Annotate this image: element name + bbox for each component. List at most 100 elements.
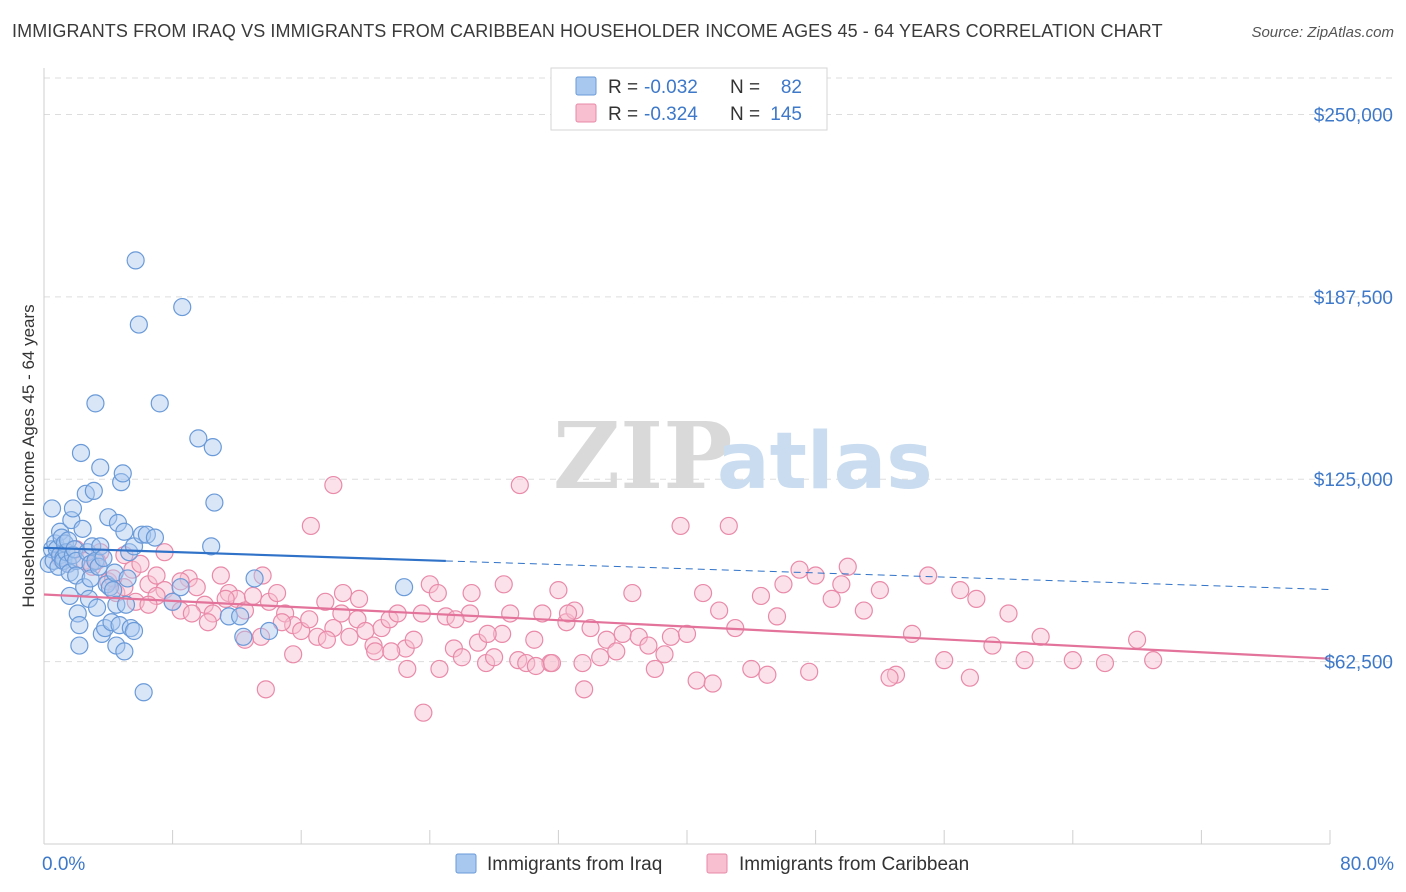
caribbean-point [671, 516, 690, 536]
caribbean-point [235, 601, 255, 620]
caribbean-point [710, 601, 729, 620]
iraq-point [115, 642, 134, 661]
caribbean-point [332, 604, 351, 623]
caribbean-points [50, 475, 1163, 722]
caribbean-point [446, 610, 465, 629]
iraq-point [100, 578, 120, 597]
caribbean-point [485, 648, 504, 667]
axes [43, 68, 1331, 845]
iraq-point [70, 616, 89, 635]
source-label: Source: ZipAtlas.com [1251, 24, 1394, 41]
caribbean-point [171, 572, 190, 591]
iraq-point [173, 297, 192, 317]
caribbean-point [623, 583, 642, 603]
series-legend: Immigrants from Iraq Immigrants from Car… [455, 853, 969, 875]
caribbean-point [243, 586, 263, 606]
watermark-zip: ZIP [553, 402, 732, 510]
caribbean-point [284, 645, 303, 664]
watermark-atlas: atlas [717, 417, 933, 507]
caribbean-point [147, 566, 166, 585]
iraq-point [189, 429, 208, 448]
iraq-point [124, 621, 144, 641]
caribbean-point [919, 566, 938, 585]
caribbean-point [742, 659, 761, 679]
iraq-point [129, 315, 148, 334]
caribbean-point [790, 560, 809, 579]
legend-r-value-caribbean: -0.324 [644, 104, 698, 125]
caribbean-point [493, 624, 512, 643]
caribbean-point [333, 583, 353, 603]
bottom-legend-label-caribbean: Immigrants from Caribbean [739, 854, 969, 875]
caribbean-point [687, 671, 706, 690]
caribbean-point [800, 662, 819, 681]
iraq-point [231, 607, 250, 626]
caribbean-point [510, 475, 529, 495]
caribbean-point [575, 680, 594, 699]
caribbean-point [428, 583, 447, 603]
caribbean-point [404, 630, 423, 649]
caribbean-point [639, 636, 658, 655]
caribbean-point [902, 624, 922, 643]
caribbean-point [235, 630, 255, 649]
iraq-point [205, 493, 224, 512]
caribbean-point [719, 516, 738, 536]
caribbean-point [1031, 627, 1050, 646]
caribbean-point [501, 604, 520, 623]
caribbean-point [267, 583, 287, 603]
caribbean-point [677, 624, 697, 643]
caribbean-point [382, 642, 401, 661]
caribbean-point [187, 578, 206, 597]
iraq-point [118, 569, 137, 588]
bottom-legend-label-iraq: Immigrants from Iraq [487, 854, 662, 875]
caribbean-point [661, 627, 681, 646]
legend-swatch-iraq [575, 76, 597, 96]
caribbean-point [525, 630, 544, 649]
iraq-point [70, 636, 89, 655]
caribbean-point [607, 642, 626, 661]
caribbean-point [591, 648, 610, 667]
caribbean-point [758, 665, 777, 684]
caribbean-point [558, 604, 578, 623]
bottom-legend-swatch-caribbean [706, 853, 728, 874]
caribbean-point [573, 653, 592, 673]
iraq-point [120, 543, 139, 562]
gridlines [44, 77, 1394, 663]
caribbean-point [324, 475, 343, 495]
iraq-point [89, 557, 108, 576]
caribbean-point [983, 636, 1002, 655]
legend-n-value-caribbean: 145 [770, 104, 802, 125]
caribbean-point [494, 575, 513, 594]
iraq-point [145, 528, 165, 547]
iraq-point [71, 443, 91, 463]
iraq-point [126, 251, 145, 270]
iraq-point [113, 464, 132, 483]
caribbean-point [430, 659, 449, 679]
iraq-trend-line [43, 546, 446, 563]
caribbean-point [542, 653, 562, 673]
caribbean-point [533, 604, 552, 623]
caribbean-point [272, 613, 292, 632]
caribbean-point [832, 575, 851, 594]
iraq-point [84, 481, 103, 501]
iraq-point [259, 621, 279, 641]
stats-legend: R = -0.032 N = 82 R = -0.324 N = 145 [550, 67, 828, 131]
caribbean-point [414, 703, 433, 722]
caribbean-point [854, 601, 873, 620]
iraq-point [245, 569, 264, 588]
caribbean-point [1015, 651, 1034, 670]
caribbean-point [806, 566, 825, 585]
caribbean-point [398, 659, 417, 679]
iraq-point [202, 537, 221, 556]
trend-lines [43, 546, 1331, 660]
caribbean-point [870, 581, 890, 600]
iraq-point [203, 438, 222, 457]
iraq-point [394, 578, 414, 597]
caribbean-point [613, 624, 632, 643]
bottom-legend-swatch-iraq [455, 853, 477, 874]
caribbean-point [703, 674, 722, 693]
iraq-point [92, 624, 111, 643]
caribbean-point [366, 642, 385, 661]
caribbean-point [131, 554, 150, 573]
caribbean-point [549, 581, 568, 600]
